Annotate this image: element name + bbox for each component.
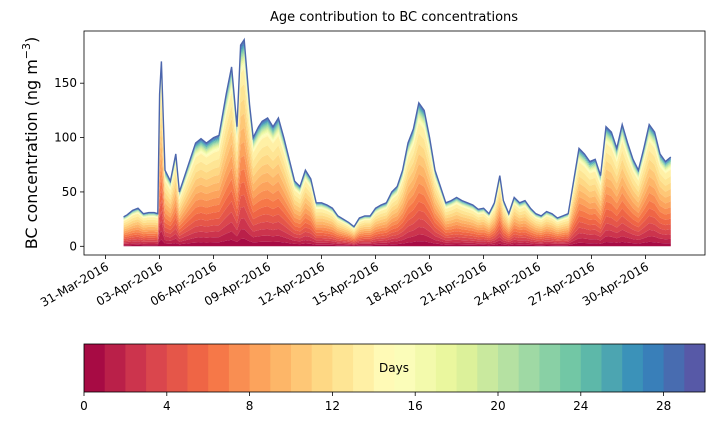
colorbar-segment: [435, 344, 458, 392]
colorbar-segment: [601, 344, 623, 392]
total-line: [123, 37, 672, 228]
colorbar-segment: [104, 344, 126, 392]
area-layer-age-3: [123, 206, 671, 244]
colorbar-segment: [622, 344, 644, 392]
colorbar-segment: [228, 344, 251, 392]
area-layer-age-7: [123, 155, 671, 239]
colorbar-segment: [415, 344, 437, 392]
colorbar-tick-label: 24: [573, 399, 588, 413]
area-layer-age-13: [123, 68, 671, 231]
colorbar-tick-label: 4: [163, 399, 171, 413]
colorbar-segment: [353, 344, 375, 392]
area-layer-age-5: [123, 182, 671, 242]
colorbar: [84, 344, 706, 392]
colorbar-label: Days: [379, 361, 409, 375]
area-layer-age-0: [123, 238, 671, 247]
area-layer-age-9: [123, 127, 671, 237]
area-layer-age-11: [123, 98, 671, 234]
chart-title: Age contribution to BC concentrations: [270, 10, 518, 25]
area-layer-age-12: [123, 83, 671, 233]
colorbar-segment: [456, 344, 478, 392]
y-axis-ticks: 0 50 100 150: [54, 76, 84, 253]
colorbar-tick-label: 0: [80, 399, 88, 413]
colorbar-tick-label: 20: [490, 399, 505, 413]
colorbar-segment: [208, 344, 230, 392]
area-layer-age-8: [123, 141, 671, 238]
colorbar-segment: [311, 344, 333, 392]
colorbar-segment: [125, 344, 147, 392]
area-layer-age-2: [123, 218, 671, 245]
colorbar-segment: [84, 344, 106, 392]
colorbar-segment: [477, 344, 499, 392]
colorbar-segment: [270, 344, 292, 392]
colorbar-segment: [498, 344, 520, 392]
y-tick-label: 50: [62, 185, 77, 199]
area-layer-age-1: [123, 229, 671, 246]
colorbar-tick-label: 28: [656, 399, 671, 413]
colorbar-tick-label: 8: [246, 399, 254, 413]
colorbar-segment: [560, 344, 582, 392]
colorbar-segment: [642, 344, 665, 392]
colorbar-segment: [146, 344, 168, 392]
x-axis-ticks: 31-Mar-201603-Apr-201606-Apr-201609-Apr-…: [38, 255, 651, 310]
area-layer-age-6: [123, 169, 671, 241]
colorbar-segment: [580, 344, 602, 392]
colorbar-segment: [291, 344, 313, 392]
colorbar-segment: [539, 344, 561, 392]
colorbar-tick-label: 12: [325, 399, 340, 413]
colorbar-segment: [394, 344, 416, 392]
y-axis-label: BC concentration (ng m−3): [20, 37, 41, 250]
colorbar-segment: [663, 344, 685, 392]
colorbar-tick-label: 16: [408, 399, 423, 413]
colorbar-segment: [187, 344, 209, 392]
area-layer-age-4: [123, 194, 671, 243]
area-layers: [123, 37, 672, 247]
colorbar-segment: [684, 344, 706, 392]
colorbar-segment: [332, 344, 354, 392]
colorbar-segment: [249, 344, 271, 392]
y-tick-label: 0: [69, 239, 77, 253]
y-tick-label: 100: [54, 131, 77, 145]
colorbar-segment: [373, 344, 395, 392]
area-layer-age-10: [123, 113, 671, 236]
colorbar-segment: [518, 344, 540, 392]
colorbar-ticks: 0 4 8 12 16 20 24 28: [80, 392, 671, 413]
colorbar-segment: [166, 344, 188, 392]
axes-frame: [83, 30, 706, 256]
y-tick-label: 150: [54, 76, 77, 90]
colorbar-frame: [83, 343, 706, 393]
